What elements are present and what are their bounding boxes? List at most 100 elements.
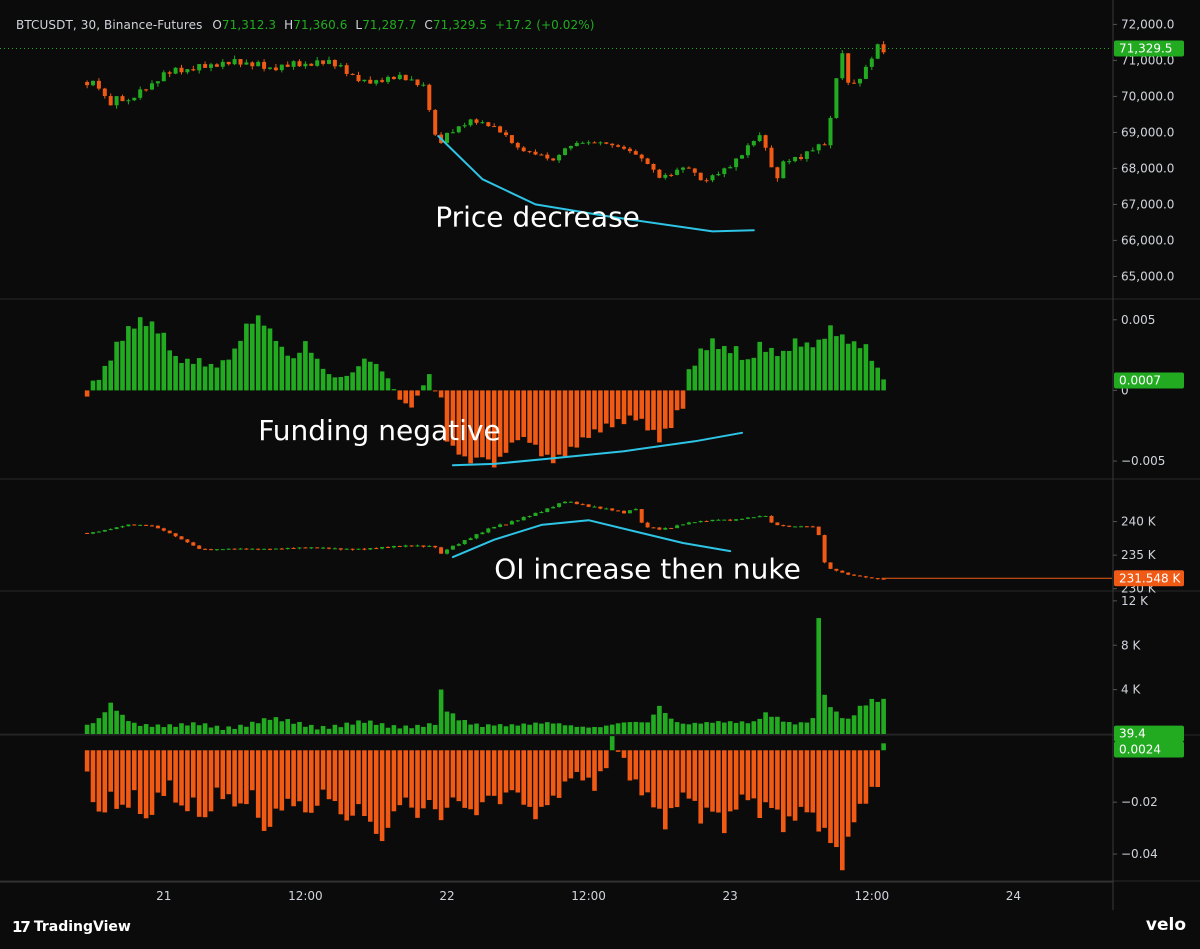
funding-bar xyxy=(521,390,526,438)
delta-bar xyxy=(704,750,709,808)
candle-body xyxy=(468,538,473,541)
funding-bar xyxy=(126,326,131,391)
volume-bar xyxy=(196,725,202,734)
candle-body xyxy=(474,119,479,123)
candle-body xyxy=(804,526,809,528)
candle-body xyxy=(686,522,691,525)
candle-body xyxy=(344,548,349,550)
delta-bar xyxy=(161,750,167,796)
candle-body xyxy=(586,142,591,144)
candle-body xyxy=(480,532,485,535)
candle-body xyxy=(244,62,249,65)
volume-bar xyxy=(432,724,438,734)
delta-bar xyxy=(368,750,373,822)
volume-bar xyxy=(309,724,314,734)
volume-bar xyxy=(857,705,863,734)
velo-logo[interactable]: velo xyxy=(1145,915,1186,935)
candle-body xyxy=(834,568,839,571)
funding-bar xyxy=(704,350,709,391)
volume-bar xyxy=(397,728,403,734)
funding-bar xyxy=(96,379,102,391)
delta-bar xyxy=(586,750,591,778)
tradingview-logo[interactable]: 17 TradingView xyxy=(12,918,131,936)
volume-bar xyxy=(574,726,580,734)
candle-body xyxy=(179,67,184,73)
funding-bar xyxy=(545,390,550,455)
candle-body xyxy=(386,546,390,548)
delta-bar xyxy=(309,750,314,813)
candle-body xyxy=(409,79,414,81)
candle-body xyxy=(480,122,485,124)
candle-body xyxy=(539,512,544,514)
candle-body xyxy=(763,135,768,148)
delta-bar xyxy=(350,750,355,816)
candle-body xyxy=(793,156,798,162)
candle-body xyxy=(580,142,585,144)
volume-bar xyxy=(480,726,485,734)
funding-bar xyxy=(350,372,355,391)
volume-bar xyxy=(450,713,456,734)
volume-bar xyxy=(727,721,733,734)
funding-bar xyxy=(657,390,662,443)
funding-bar xyxy=(155,333,161,391)
x-tick-label: 21 xyxy=(156,889,171,903)
funding-bar xyxy=(633,390,639,421)
last-value-label: 0.0007 xyxy=(1119,374,1161,388)
funding-bar xyxy=(609,390,615,428)
candle-body xyxy=(828,117,833,146)
volume-bar xyxy=(96,718,102,734)
last-value-label: 71,329.5 xyxy=(1119,42,1172,56)
candle-body xyxy=(297,547,302,549)
symbol-legend[interactable]: BTCUSDT, 30, Binance-Futures O71,312.3 H… xyxy=(16,18,595,32)
delta-bar xyxy=(781,750,786,833)
funding-bar xyxy=(550,390,556,464)
candle-body xyxy=(291,547,296,549)
volume-bar xyxy=(155,724,161,734)
delta-bar xyxy=(509,750,515,791)
candle-body xyxy=(268,67,272,69)
volume-bar xyxy=(338,727,344,734)
candle-body xyxy=(869,577,874,579)
volume-bar xyxy=(692,722,698,734)
funding-bar xyxy=(698,348,703,391)
delta-bar xyxy=(332,750,338,802)
delta-bar xyxy=(238,750,243,804)
funding-bar xyxy=(810,347,816,391)
change-value: +17.2 (+0.02%) xyxy=(495,18,595,32)
funding-bar xyxy=(533,390,538,445)
candle-body xyxy=(563,501,567,504)
delta-bar xyxy=(751,750,757,799)
candle-body xyxy=(728,519,733,521)
y-tick-label: 72,000.0 xyxy=(1121,17,1174,31)
delta-bar xyxy=(716,750,721,813)
funding-bar xyxy=(238,340,243,391)
funding-bar xyxy=(114,341,119,391)
volume-bar xyxy=(462,720,467,734)
volume-bar xyxy=(881,698,886,734)
candle-body xyxy=(191,69,196,71)
volume-bar xyxy=(716,721,721,734)
delta-bar xyxy=(468,750,473,810)
y-tick-label: 70,000.0 xyxy=(1121,89,1174,103)
funding-bar xyxy=(710,338,715,391)
candle-body xyxy=(132,97,137,101)
funding-bar xyxy=(196,358,202,391)
funding-bar xyxy=(804,342,810,391)
candle-body xyxy=(793,526,798,528)
volume-bar xyxy=(704,722,709,734)
candle-body xyxy=(840,570,845,573)
marks-layer xyxy=(84,41,886,871)
candle-body xyxy=(804,151,809,159)
funding-bar xyxy=(556,390,562,455)
delta-bar xyxy=(651,750,656,808)
candle-body xyxy=(810,526,815,528)
volume-bar xyxy=(214,725,220,734)
volume-bar xyxy=(816,618,821,734)
candle-body xyxy=(203,64,208,68)
volume-bar xyxy=(421,726,426,734)
delta-bar xyxy=(126,750,131,808)
funding-bar xyxy=(303,341,308,391)
last-value-badge xyxy=(1114,372,1184,389)
funding-bar xyxy=(722,346,727,391)
